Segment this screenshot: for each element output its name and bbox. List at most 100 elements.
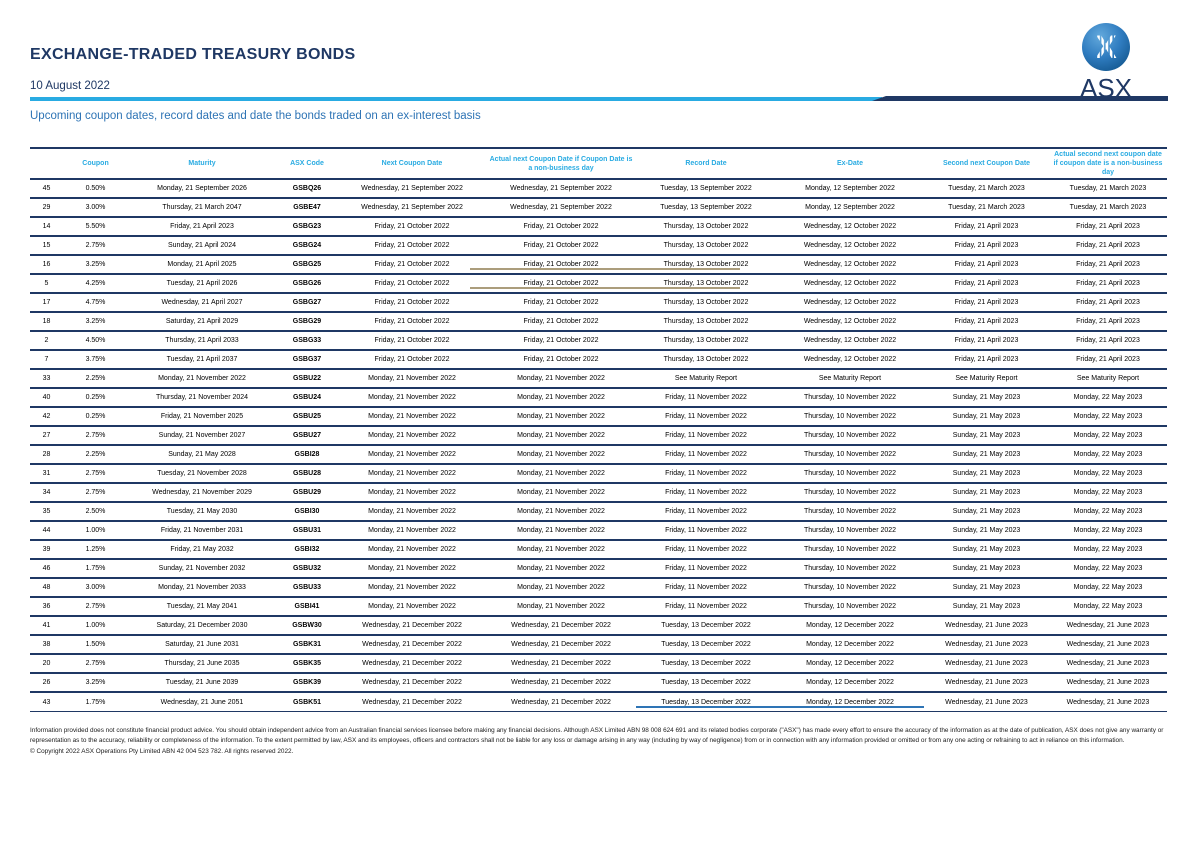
table-cell: Thursday, 10 November 2022 (803, 603, 897, 611)
table-cell: Wednesday, 21 December 2022 (511, 622, 611, 630)
table-cell: Monday, 21 November 2022 (517, 375, 605, 383)
table-cell: Friday, 21 April 2023 (1076, 261, 1140, 269)
table-cell: Sunday, 21 May 2028 (168, 451, 236, 459)
table-cell: Tuesday, 13 September 2022 (660, 185, 752, 193)
column-header: Record Date (685, 160, 727, 168)
table-cell: Monday, 12 December 2022 (806, 679, 894, 687)
table-cell: 41 (42, 622, 51, 630)
table-cell: Sunday, 21 May 2023 (952, 565, 1021, 573)
table-cell: Thursday, 13 October 2022 (663, 356, 749, 364)
table-row: 46 1.75% Sunday, 21 November 2032 GSBU32 Mon… (30, 559, 1167, 578)
table-cell: 0.25% (85, 394, 106, 402)
table-cell: Sunday, 21 May 2023 (952, 603, 1021, 611)
document-date: 10 August 2022 (30, 80, 110, 92)
table-cell: Monday, 22 May 2023 (1073, 489, 1143, 497)
asx-code-cell: GSBQ26 (292, 185, 322, 193)
table-cell: 2.75% (85, 470, 106, 478)
table-cell: Monday, 12 December 2022 (806, 622, 894, 630)
table-cell: Wednesday, 12 October 2022 (803, 299, 897, 307)
table-cell: Monday, 22 May 2023 (1073, 394, 1143, 402)
table-cell: 40 (42, 394, 51, 402)
asx-code-cell: GSBU24 (292, 394, 321, 402)
column-header: ASX Code (290, 160, 324, 168)
table-cell: Thursday, 10 November 2022 (803, 508, 897, 516)
table-cell: Wednesday, 21 June 2023 (1066, 698, 1150, 706)
table-cell: 3.00% (85, 584, 106, 592)
footer: Information provided does not constitute… (30, 726, 1170, 757)
table-cell: Monday, 22 May 2023 (1073, 584, 1143, 592)
table-cell: Wednesday, 21 December 2022 (511, 641, 611, 649)
table-row: 33 2.25% Monday, 21 November 2022 GSBU22 Mon… (30, 369, 1167, 388)
table-cell: Friday, 21 October 2022 (374, 242, 450, 250)
table-cell: Monday, 21 November 2022 (368, 565, 456, 573)
table-cell: Thursday, 21 April 2033 (165, 337, 239, 345)
asx-code-cell: GSBG37 (292, 356, 322, 364)
table-cell: 2.25% (85, 451, 106, 459)
table-cell: Sunday, 21 May 2023 (952, 394, 1021, 402)
table-row: 38 1.50% Saturday, 21 June 2031 GSBK31 Wedne… (30, 635, 1167, 654)
table-cell: Monday, 22 May 2023 (1073, 432, 1143, 440)
table-cell: Wednesday, 21 December 2022 (362, 698, 462, 706)
table-cell: 5.50% (85, 223, 106, 231)
asx-code-cell: GSBK39 (292, 679, 321, 687)
table-cell: See Maturity Report (818, 375, 882, 383)
table-cell: 2.75% (85, 489, 106, 497)
table-cell: Tuesday, 21 November 2028 (157, 470, 247, 478)
table-cell: 1.00% (85, 527, 106, 535)
table-cell: Tuesday, 21 March 2023 (1069, 185, 1147, 193)
table-cell: 1.00% (85, 622, 106, 630)
table-cell: Wednesday, 21 June 2023 (945, 660, 1028, 668)
table-cell: Tuesday, 13 December 2022 (661, 622, 751, 630)
table-cell: Wednesday, 21 June 2023 (1066, 660, 1150, 668)
table-cell: 15 (42, 242, 51, 250)
table-cell: Monday, 21 November 2022 (517, 394, 605, 402)
table-cell: Monday, 12 December 2022 (806, 698, 894, 706)
asx-code-cell: GSBU32 (292, 565, 321, 573)
table-cell: 0.25% (85, 413, 106, 421)
table-cell: 26 (42, 679, 51, 687)
table-cell: Friday, 21 April 2023 (1076, 280, 1140, 288)
table-cell: Monday, 22 May 2023 (1073, 508, 1143, 516)
table-cell: 31 (42, 470, 51, 478)
table-cell: Thursday, 10 November 2022 (803, 451, 897, 459)
table-cell: 2 (44, 337, 49, 345)
table-cell: Wednesday, 21 December 2022 (511, 698, 611, 706)
table-cell: Sunday, 21 November 2032 (158, 565, 246, 573)
table-cell: Thursday, 13 October 2022 (663, 223, 749, 231)
table-cell: Friday, 21 April 2023 (954, 280, 1019, 288)
table-cell: Wednesday, 12 October 2022 (803, 261, 897, 269)
table-cell: See Maturity Report (1076, 375, 1140, 383)
table-cell: 4.75% (85, 299, 106, 307)
table-cell: Thursday, 13 October 2022 (663, 261, 749, 269)
table-cell: Friday, 11 November 2022 (665, 603, 747, 611)
header-rule-navy (872, 96, 1168, 101)
table-caption: Upcoming coupon dates, record dates and … (30, 110, 481, 122)
table-cell: Monday, 21 November 2022 (517, 470, 605, 478)
table-row: 29 3.00% Thursday, 21 March 2047 GSBE47 Wedn… (30, 198, 1167, 217)
asx-code-cell: GSBG26 (292, 280, 322, 288)
table-cell: 1.50% (85, 641, 106, 649)
bonds-table-container: Coupon Maturity ASX Code Next Coupon Date Ac… (30, 147, 1167, 712)
table-cell: Wednesday, 12 October 2022 (803, 223, 897, 231)
table-cell: Wednesday, 21 June 2023 (945, 679, 1028, 687)
table-cell: Thursday, 13 October 2022 (663, 280, 749, 288)
table-cell: Monday, 21 November 2022 (517, 584, 605, 592)
table-cell: Saturday, 21 December 2030 (156, 622, 248, 630)
table-row: 16 3.25% Monday, 21 April 2025 GSBG25 Friday… (30, 255, 1167, 274)
table-cell: 2.25% (85, 375, 106, 383)
table-cell: 27 (42, 432, 51, 440)
table-row: 14 5.50% Friday, 21 April 2023 GSBG23 Friday… (30, 217, 1167, 236)
table-cell: Wednesday, 21 November 2029 (152, 489, 252, 497)
table-cell: Wednesday, 12 October 2022 (803, 318, 897, 326)
table-cell: 29 (42, 204, 51, 212)
table-cell: Friday, 21 May 2032 (170, 546, 234, 554)
table-cell: Wednesday, 21 December 2022 (511, 660, 611, 668)
table-cell: Friday, 21 October 2022 (374, 261, 450, 269)
asx-logo: X ASX (1072, 20, 1142, 105)
table-cell: 2.75% (85, 242, 106, 250)
table-cell: Friday, 21 October 2022 (523, 280, 599, 288)
table-cell: Friday, 11 November 2022 (665, 565, 747, 573)
asx-code-cell: GSBE47 (293, 204, 321, 212)
last-row-blue-underline (636, 705, 924, 708)
asx-code-cell: GSBG27 (292, 299, 322, 307)
